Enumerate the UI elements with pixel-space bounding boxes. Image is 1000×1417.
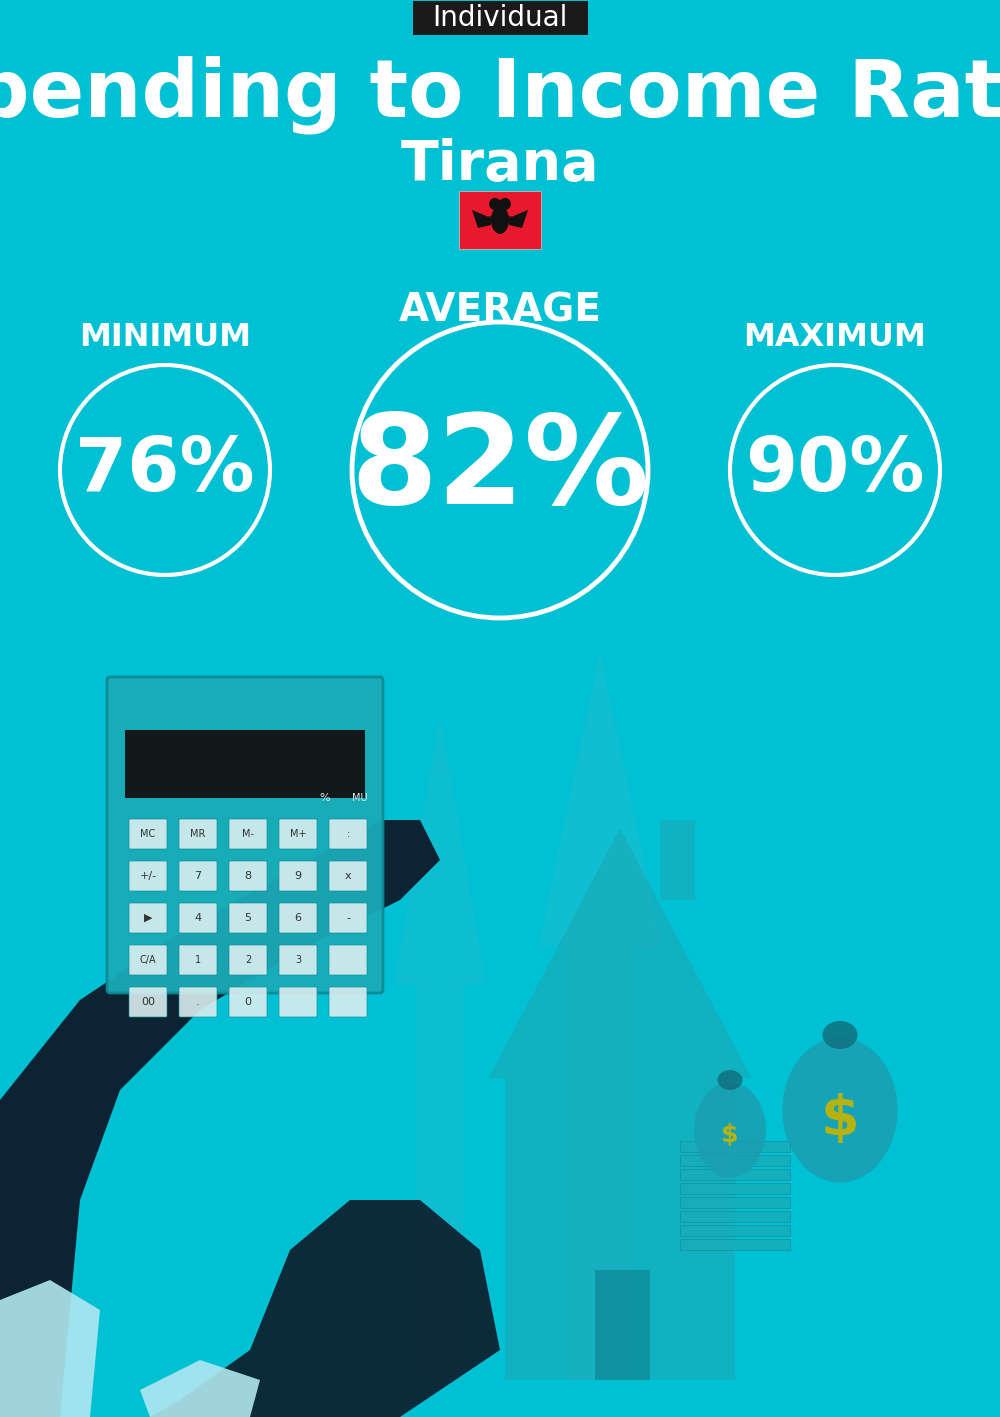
Polygon shape (472, 210, 491, 228)
Text: 8: 8 (244, 871, 252, 881)
Polygon shape (150, 1200, 500, 1417)
FancyBboxPatch shape (595, 1270, 650, 1380)
Text: .: . (196, 998, 200, 1007)
Text: ▶: ▶ (144, 913, 152, 922)
Text: MU: MU (352, 794, 368, 803)
Text: Tirana: Tirana (401, 137, 599, 191)
FancyBboxPatch shape (229, 903, 267, 932)
FancyBboxPatch shape (229, 819, 267, 849)
Text: 9: 9 (294, 871, 302, 881)
Text: $: $ (721, 1124, 739, 1146)
FancyBboxPatch shape (329, 903, 367, 932)
Text: ✦: ✦ (486, 204, 514, 237)
Text: 1: 1 (195, 955, 201, 965)
FancyBboxPatch shape (329, 945, 367, 975)
Polygon shape (509, 210, 528, 228)
Polygon shape (0, 1280, 100, 1417)
Text: Individual: Individual (432, 4, 568, 33)
Circle shape (489, 198, 501, 210)
Text: MC: MC (140, 829, 156, 839)
Ellipse shape (491, 205, 509, 234)
Ellipse shape (782, 1037, 898, 1183)
Polygon shape (395, 720, 485, 1380)
Polygon shape (490, 830, 750, 1077)
Text: Spending to Income Ratio: Spending to Income Ratio (0, 55, 1000, 135)
Text: M+: M+ (290, 829, 306, 839)
FancyBboxPatch shape (129, 903, 167, 932)
FancyBboxPatch shape (279, 862, 317, 891)
FancyBboxPatch shape (505, 1077, 735, 1380)
FancyBboxPatch shape (179, 819, 217, 849)
FancyBboxPatch shape (179, 903, 217, 932)
Text: MR: MR (190, 829, 206, 839)
Text: MINIMUM: MINIMUM (79, 323, 251, 353)
FancyBboxPatch shape (680, 1238, 790, 1250)
FancyBboxPatch shape (660, 820, 695, 900)
FancyBboxPatch shape (179, 862, 217, 891)
FancyBboxPatch shape (129, 819, 167, 849)
FancyBboxPatch shape (680, 1226, 790, 1236)
Text: 6: 6 (294, 913, 302, 922)
FancyBboxPatch shape (279, 988, 317, 1017)
Text: 76%: 76% (75, 434, 255, 506)
Text: 7: 7 (194, 871, 202, 881)
Text: $: $ (821, 1093, 859, 1146)
Text: +/-: +/- (139, 871, 157, 881)
FancyBboxPatch shape (279, 945, 317, 975)
FancyBboxPatch shape (229, 945, 267, 975)
FancyBboxPatch shape (329, 862, 367, 891)
FancyBboxPatch shape (179, 988, 217, 1017)
FancyBboxPatch shape (459, 191, 541, 249)
Circle shape (499, 198, 511, 210)
FancyBboxPatch shape (680, 1197, 790, 1209)
Text: M-: M- (242, 829, 254, 839)
Text: 0: 0 (244, 998, 252, 1007)
FancyBboxPatch shape (179, 945, 217, 975)
Text: 4: 4 (194, 913, 202, 922)
Text: AVERAGE: AVERAGE (399, 290, 601, 329)
Text: 2: 2 (245, 955, 251, 965)
FancyBboxPatch shape (229, 862, 267, 891)
FancyBboxPatch shape (129, 862, 167, 891)
Polygon shape (140, 1360, 260, 1417)
FancyBboxPatch shape (129, 988, 167, 1017)
Polygon shape (0, 820, 440, 1417)
Text: 5: 5 (244, 913, 252, 922)
Text: %: % (320, 794, 330, 803)
Polygon shape (540, 655, 660, 1380)
FancyBboxPatch shape (329, 988, 367, 1017)
FancyBboxPatch shape (279, 903, 317, 932)
FancyBboxPatch shape (680, 1169, 790, 1180)
FancyBboxPatch shape (279, 819, 317, 849)
Text: 82%: 82% (350, 410, 650, 530)
Text: 90%: 90% (745, 434, 925, 506)
FancyBboxPatch shape (680, 1212, 790, 1221)
Text: 00: 00 (141, 998, 155, 1007)
FancyBboxPatch shape (680, 1141, 790, 1152)
Text: MAXIMUM: MAXIMUM (744, 323, 926, 353)
Ellipse shape (718, 1070, 742, 1090)
FancyBboxPatch shape (413, 1, 588, 35)
FancyBboxPatch shape (107, 677, 383, 993)
FancyBboxPatch shape (125, 730, 365, 798)
Ellipse shape (822, 1022, 858, 1049)
FancyBboxPatch shape (680, 1183, 790, 1195)
FancyBboxPatch shape (680, 1155, 790, 1166)
Text: x: x (345, 871, 351, 881)
Ellipse shape (694, 1083, 766, 1178)
Text: :: : (346, 829, 350, 839)
Text: C/A: C/A (140, 955, 156, 965)
Text: -: - (346, 913, 350, 922)
Text: 3: 3 (295, 955, 301, 965)
FancyBboxPatch shape (129, 945, 167, 975)
FancyBboxPatch shape (329, 819, 367, 849)
FancyBboxPatch shape (229, 988, 267, 1017)
